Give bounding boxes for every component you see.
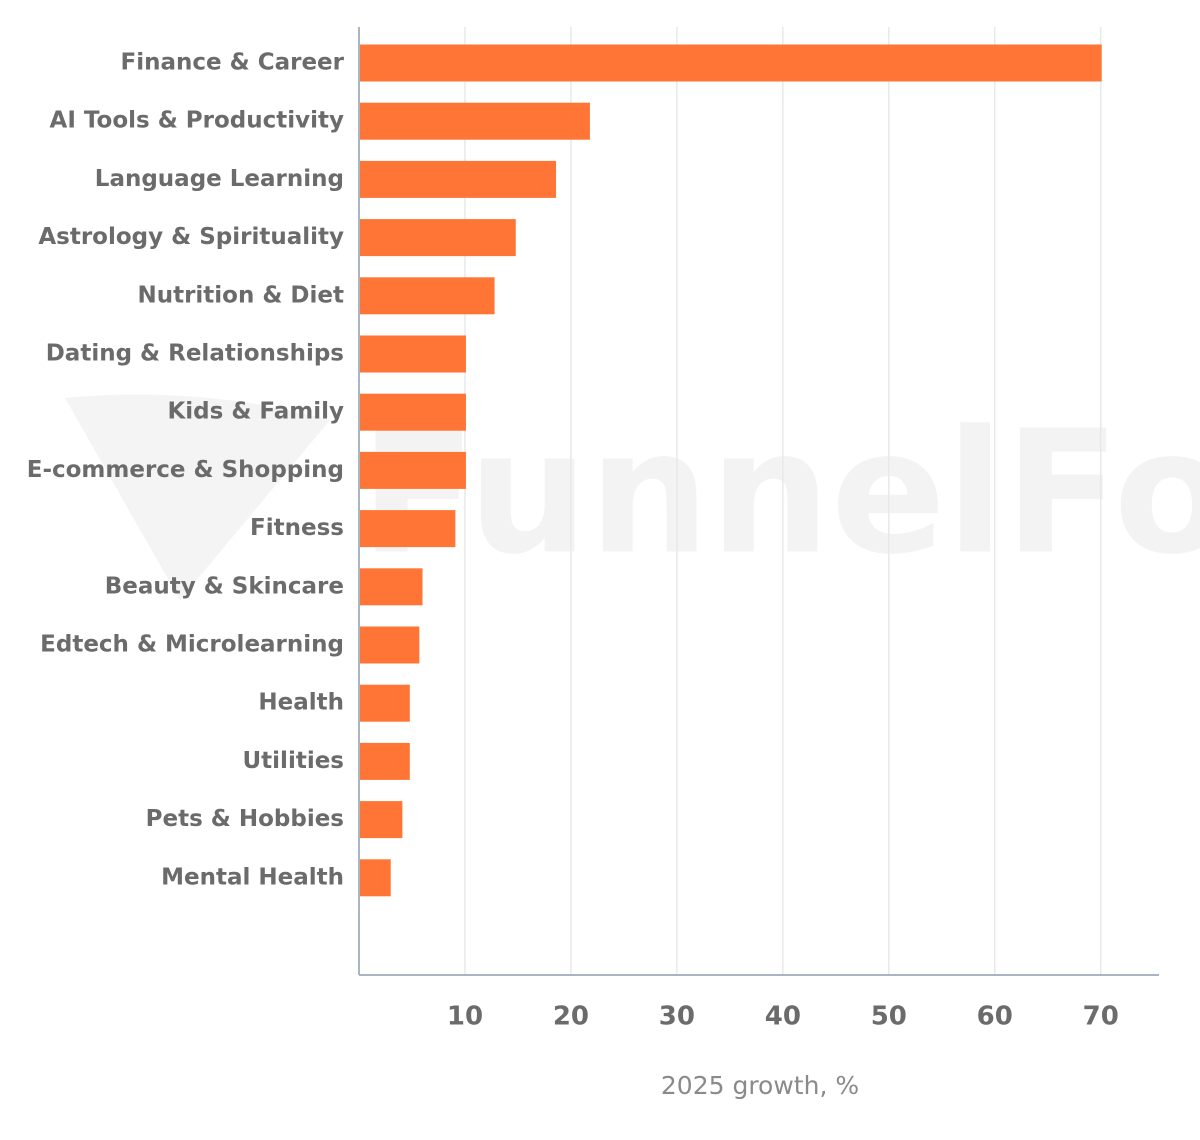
category-label: E-commerce & Shopping xyxy=(27,457,344,483)
bar xyxy=(360,160,557,198)
category-label: Language Learning xyxy=(95,166,344,192)
category-label: Utilities xyxy=(243,748,345,774)
watermark: FunnelFox xyxy=(360,394,1200,592)
category-label: AI Tools & Productivity xyxy=(50,108,344,134)
category-label: Kids & Family xyxy=(167,399,344,425)
category-label: Dating & Relationships xyxy=(46,341,344,367)
category-label: Health xyxy=(258,690,344,716)
x-axis-title: 2025 growth, % xyxy=(661,1071,859,1100)
bar xyxy=(360,219,516,257)
category-label: Mental Health xyxy=(161,864,344,890)
x-tick-label: 40 xyxy=(765,1002,801,1032)
x-tick-label: 50 xyxy=(871,1002,907,1032)
x-tick-label: 30 xyxy=(659,1002,695,1032)
watermark-logo xyxy=(65,394,330,600)
bar xyxy=(360,742,410,780)
x-tick-label: 60 xyxy=(977,1002,1013,1032)
x-tick-label: 10 xyxy=(447,1002,483,1032)
category-label: Pets & Hobbies xyxy=(146,806,344,832)
bar xyxy=(360,102,590,140)
category-label: Fitness xyxy=(250,515,344,541)
bar xyxy=(360,393,466,431)
category-label: Edtech & Microlearning xyxy=(40,632,344,658)
x-tick-label: 20 xyxy=(553,1002,589,1032)
bar xyxy=(360,626,420,664)
bar xyxy=(360,859,391,897)
bar xyxy=(360,451,466,489)
category-label: Astrology & Spirituality xyxy=(38,224,344,250)
bar xyxy=(360,801,403,839)
bar xyxy=(360,510,456,548)
category-label: Beauty & Skincare xyxy=(105,573,344,599)
bar xyxy=(360,335,466,373)
bar xyxy=(360,44,1102,82)
bar xyxy=(360,277,495,315)
category-label: Nutrition & Diet xyxy=(137,282,344,308)
bar xyxy=(360,568,423,606)
x-tick-label: 70 xyxy=(1083,1002,1119,1032)
category-label: Finance & Career xyxy=(121,50,345,76)
bar xyxy=(360,684,410,722)
